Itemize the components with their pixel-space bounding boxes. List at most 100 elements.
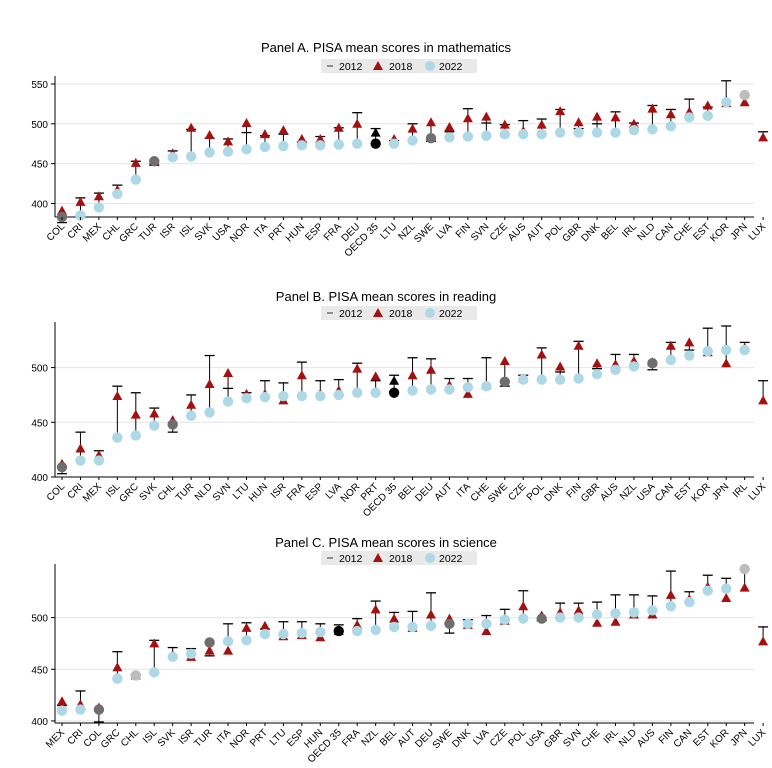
marker-2022	[93, 455, 105, 466]
country-pol: POL	[543, 106, 566, 243]
country-fin: FIN	[454, 108, 474, 241]
legend-label-2022: 2022	[439, 308, 463, 320]
marker-2022	[628, 361, 640, 372]
marker-2018	[204, 645, 215, 655]
marker-2018	[758, 636, 769, 646]
x-tick-label: LVA	[434, 221, 454, 241]
marker-2022	[536, 374, 547, 385]
country-dnk: DNK	[543, 361, 565, 504]
x-tick-label: PRT	[267, 221, 289, 243]
marker-2018	[665, 589, 676, 599]
x-tick-label: NOR	[339, 481, 363, 505]
country-aus: AUS	[635, 595, 658, 750]
country-lux: LUX	[747, 380, 768, 503]
marker-2022	[499, 376, 510, 388]
marker-2022	[573, 373, 584, 384]
marker-2018	[426, 117, 436, 127]
country-nor: NOR	[228, 118, 252, 245]
legend-label-2012: 2012	[339, 61, 363, 73]
y-tick-label: 400	[31, 717, 48, 728]
marker-2022	[56, 461, 68, 473]
x-tick-label: PRT	[248, 727, 270, 749]
marker-2022	[296, 390, 308, 402]
marker-2022	[499, 614, 510, 625]
marker-2018	[536, 349, 547, 359]
country-che: CHE	[672, 98, 695, 244]
marker-2022	[93, 704, 105, 715]
x-tick-label: LUX	[747, 727, 769, 749]
x-tick-label: CHL	[119, 727, 141, 749]
country-lva: LVA	[434, 121, 455, 241]
country-pol: POL	[525, 347, 547, 503]
marker-2022	[259, 391, 271, 403]
x-tick-label: BEL	[378, 727, 399, 748]
country-bel: BEL	[599, 111, 621, 242]
x-tick-label: FRA	[285, 481, 307, 503]
marker-2022	[739, 563, 750, 575]
marker-2022	[462, 618, 474, 629]
marker-2022	[684, 112, 695, 123]
marker-2022	[702, 110, 713, 122]
marker-2022	[444, 618, 455, 629]
country-ltu: LTU	[268, 621, 289, 748]
x-tick-label: POL	[525, 481, 547, 503]
x-tick-label: ISR	[269, 481, 289, 501]
country-chl: CHL	[156, 415, 178, 503]
marker-2022	[665, 354, 677, 366]
marker-2022	[610, 127, 621, 138]
country-tur: TUR	[174, 394, 197, 504]
country-usa: USA	[635, 357, 658, 504]
marker-2022	[241, 144, 252, 155]
marker-2022	[333, 625, 344, 637]
marker-2022	[75, 704, 86, 715]
marker-2018	[57, 696, 67, 706]
x-tick-label: CAN	[653, 221, 676, 244]
x-tick-label: MEX	[81, 221, 104, 244]
x-tick-label: LTU	[379, 221, 400, 242]
x-tick-label: NZL	[360, 727, 381, 748]
y-tick-label: 450	[31, 418, 48, 429]
marker-2022	[278, 390, 289, 402]
country-svn: SVN	[561, 602, 584, 750]
marker-2022	[721, 344, 732, 356]
x-tick-label: NOR	[228, 221, 252, 245]
country-est: EST	[691, 100, 713, 243]
marker-2018	[426, 609, 436, 619]
legend-label-2012: 2012	[339, 308, 363, 320]
marker-2018	[592, 111, 603, 121]
marker-2018	[665, 109, 676, 119]
legend-background	[321, 59, 477, 73]
marker-2022	[259, 628, 271, 640]
marker-2022	[315, 626, 326, 638]
marker-2018	[315, 133, 326, 143]
marker-2018	[518, 601, 529, 611]
marker-2022	[149, 420, 160, 431]
x-tick-label: SWE	[486, 481, 510, 505]
x-tick-label: AUS	[635, 727, 658, 750]
marker-2022	[554, 612, 566, 623]
country-dnk: DNK	[450, 618, 474, 750]
marker-2022	[222, 636, 234, 647]
marker-2022	[352, 138, 363, 149]
country-usa: USA	[525, 610, 547, 750]
y-tick-label: 450	[31, 160, 48, 171]
marker-2022	[647, 358, 658, 369]
x-tick-label: CHE	[672, 221, 695, 244]
legend-label-2018: 2018	[389, 308, 413, 320]
x-tick-label: NZL	[618, 481, 639, 502]
country-jpn: JPN	[710, 325, 732, 502]
x-tick-label: KOR	[708, 727, 731, 750]
marker-2022	[241, 393, 252, 404]
x-tick-label: AUS	[506, 221, 529, 244]
marker-2018	[573, 605, 584, 615]
x-tick-label: CZE	[488, 221, 510, 243]
x-tick-label: SVN	[211, 481, 233, 503]
country-aut: AUT	[433, 377, 455, 503]
marker-2018	[204, 129, 215, 139]
x-tick-label: SVK	[156, 727, 178, 749]
country-hun: HUN	[302, 623, 326, 750]
x-tick-label: AUS	[598, 481, 621, 504]
marker-2022	[425, 384, 437, 395]
country-ita: ITA	[252, 129, 270, 240]
country-tur: TUR	[137, 155, 160, 244]
